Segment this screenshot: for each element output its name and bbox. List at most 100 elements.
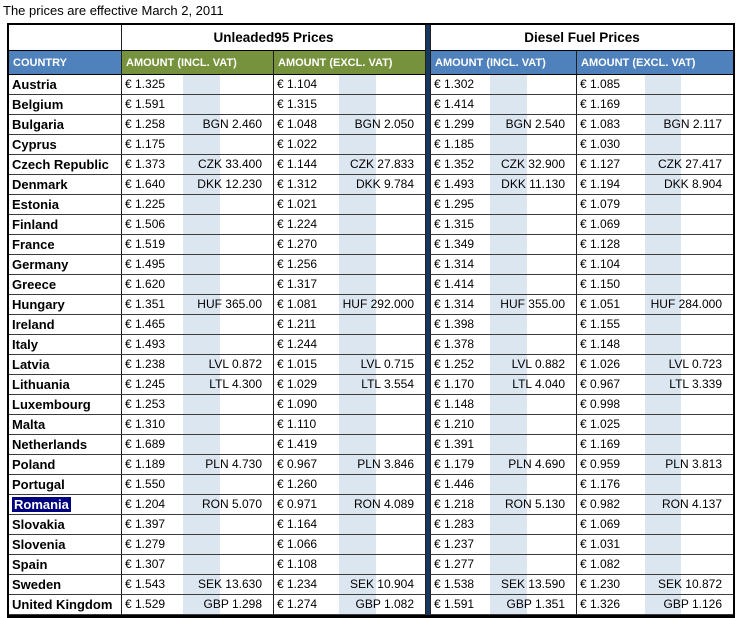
- table-row: Belgium € 1.591 € 1.315 € 1.414 € 1.169: [9, 95, 733, 115]
- country-cell: Netherlands: [9, 435, 122, 455]
- eur-amount: € 1.506: [125, 217, 166, 231]
- eur-amount: € 1.066: [277, 537, 318, 551]
- diesel-incl-vat-cell: € 1.398: [431, 315, 577, 335]
- country-cell: Ireland: [9, 315, 122, 335]
- highlight-stripe: [645, 175, 681, 194]
- diesel-excl-vat-cell: € 0.982 RON 4.137: [577, 495, 733, 515]
- diesel-incl-vat-cell: € 1.210: [431, 415, 577, 435]
- country-name: Lithuania: [12, 377, 70, 392]
- diesel-excl-vat-cell: € 1.127 CZK 27.417: [577, 155, 733, 175]
- eur-amount: € 1.079: [580, 197, 621, 211]
- diesel-incl-vat-cell: € 1.414: [431, 95, 577, 115]
- local-currency-amount: GBP 1.082: [355, 597, 415, 611]
- diesel-incl-vat-cell: € 1.252 LVL 0.882: [431, 355, 577, 375]
- local-currency-amount: CZK 32.900: [500, 157, 565, 171]
- eur-amount: € 1.225: [125, 197, 166, 211]
- highlight-stripe: [183, 155, 220, 174]
- eur-amount: € 1.314: [434, 257, 475, 271]
- diesel-excl-vat-cell: € 1.069: [577, 215, 733, 235]
- highlight-stripe: [645, 355, 681, 374]
- diesel-incl-vat-cell: € 1.315: [431, 215, 577, 235]
- eur-amount: € 1.283: [434, 517, 475, 531]
- local-currency-amount: LVL 0.715: [360, 357, 414, 371]
- local-currency-amount: SEK 10.904: [349, 577, 414, 591]
- unleaded-excl-vat-cell: € 1.224: [274, 215, 426, 235]
- eur-amount: € 1.351: [125, 297, 166, 311]
- country-cell: Portugal: [9, 475, 122, 495]
- unleaded-excl-vat-cell: € 1.144 CZK 27.833: [274, 155, 426, 175]
- local-currency-amount: RON 5.130: [504, 497, 565, 511]
- highlight-stripe: [490, 555, 527, 574]
- highlight-stripe: [645, 475, 681, 494]
- local-currency-amount: CZK 33.400: [197, 157, 262, 171]
- local-currency-amount: BGN 2.460: [202, 117, 262, 131]
- eur-amount: € 1.373: [125, 157, 166, 171]
- highlight-stripe: [645, 435, 681, 454]
- highlight-stripe: [490, 295, 527, 314]
- country-name: Germany: [12, 257, 69, 272]
- local-currency-amount: DKK 8.904: [663, 177, 722, 191]
- highlight-stripe: [645, 375, 681, 394]
- eur-amount: € 1.083: [580, 117, 621, 131]
- diesel-excl-vat-cell: € 1.148: [577, 335, 733, 355]
- highlight-stripe: [490, 375, 527, 394]
- table-row: Spain € 1.307 € 1.108 € 1.277 € 1.082: [9, 555, 733, 575]
- eur-amount: € 1.211: [277, 317, 317, 331]
- highlight-stripe: [645, 535, 681, 554]
- unleaded-incl-vat-cell: € 1.529 GBP 1.298: [122, 595, 274, 615]
- diesel-excl-vat-cell: € 1.031: [577, 535, 733, 555]
- eur-amount: € 0.967: [277, 457, 318, 471]
- eur-amount: € 1.051: [580, 297, 621, 311]
- highlight-stripe: [645, 275, 681, 294]
- highlight-stripe: [339, 535, 376, 554]
- eur-amount: € 1.274: [277, 597, 318, 611]
- eur-amount: € 1.493: [125, 337, 166, 351]
- diesel-excl-vat-cell: € 1.169: [577, 95, 733, 115]
- highlight-stripe: [490, 135, 527, 154]
- eur-amount: € 1.495: [125, 257, 166, 271]
- highlight-stripe: [183, 435, 220, 454]
- highlight-stripe: [490, 355, 527, 374]
- highlight-stripe: [339, 115, 376, 134]
- highlight-stripe: [645, 335, 681, 354]
- country-name: Hungary: [12, 297, 65, 312]
- highlight-stripe: [183, 415, 220, 434]
- country-name: Sweden: [12, 577, 62, 592]
- highlight-stripe: [490, 595, 527, 614]
- unleaded-incl-vat-cell: € 1.225: [122, 195, 274, 215]
- table-row: United Kingdom € 1.529 GBP 1.298 € 1.274 G…: [9, 595, 733, 615]
- group-header-row: Unleaded95 Prices Diesel Fuel Prices: [9, 25, 733, 51]
- local-currency-amount: SEK 10.872: [657, 577, 722, 591]
- diesel-excl-vat-cell: € 1.025: [577, 415, 733, 435]
- highlight-stripe: [183, 275, 220, 294]
- eur-amount: € 1.104: [277, 77, 318, 91]
- eur-amount: € 1.398: [434, 317, 475, 331]
- country-cell: Bulgaria: [9, 115, 122, 135]
- eur-amount: € 1.620: [125, 277, 166, 291]
- local-currency-amount: PLN 4.730: [205, 457, 262, 471]
- highlight-stripe: [339, 255, 376, 274]
- page-title: The prices are effective March 2, 2011: [3, 3, 224, 18]
- eur-amount: € 1.031: [580, 537, 621, 551]
- highlight-stripe: [183, 235, 220, 254]
- table-row: Slovenia € 1.279 € 1.066 € 1.237 € 1.031: [9, 535, 733, 555]
- eur-amount: € 1.069: [580, 517, 621, 531]
- section-divider: [426, 455, 431, 475]
- eur-amount: € 0.971: [277, 497, 318, 511]
- country-name: Romania: [12, 497, 71, 512]
- highlight-stripe: [490, 175, 527, 194]
- section-divider: [426, 255, 431, 275]
- country-cell: Hungary: [9, 295, 122, 315]
- table-row: Hungary € 1.351 HUF 365.00 € 1.081 HUF 292…: [9, 295, 733, 315]
- country-cell: Finland: [9, 215, 122, 235]
- unleaded-incl-vat-cell: € 1.238 LVL 0.872: [122, 355, 274, 375]
- unleaded-incl-vat-cell: € 1.465: [122, 315, 274, 335]
- country-cell: Luxembourg: [9, 395, 122, 415]
- highlight-stripe: [490, 235, 527, 254]
- eur-amount: € 1.446: [434, 477, 475, 491]
- eur-amount: € 1.279: [125, 537, 166, 551]
- highlight-stripe: [183, 515, 220, 534]
- highlight-stripe: [183, 395, 220, 414]
- unleaded-excl-vat-cell: € 1.317: [274, 275, 426, 295]
- unleaded-incl-vat-cell: € 1.245 LTL 4.300: [122, 375, 274, 395]
